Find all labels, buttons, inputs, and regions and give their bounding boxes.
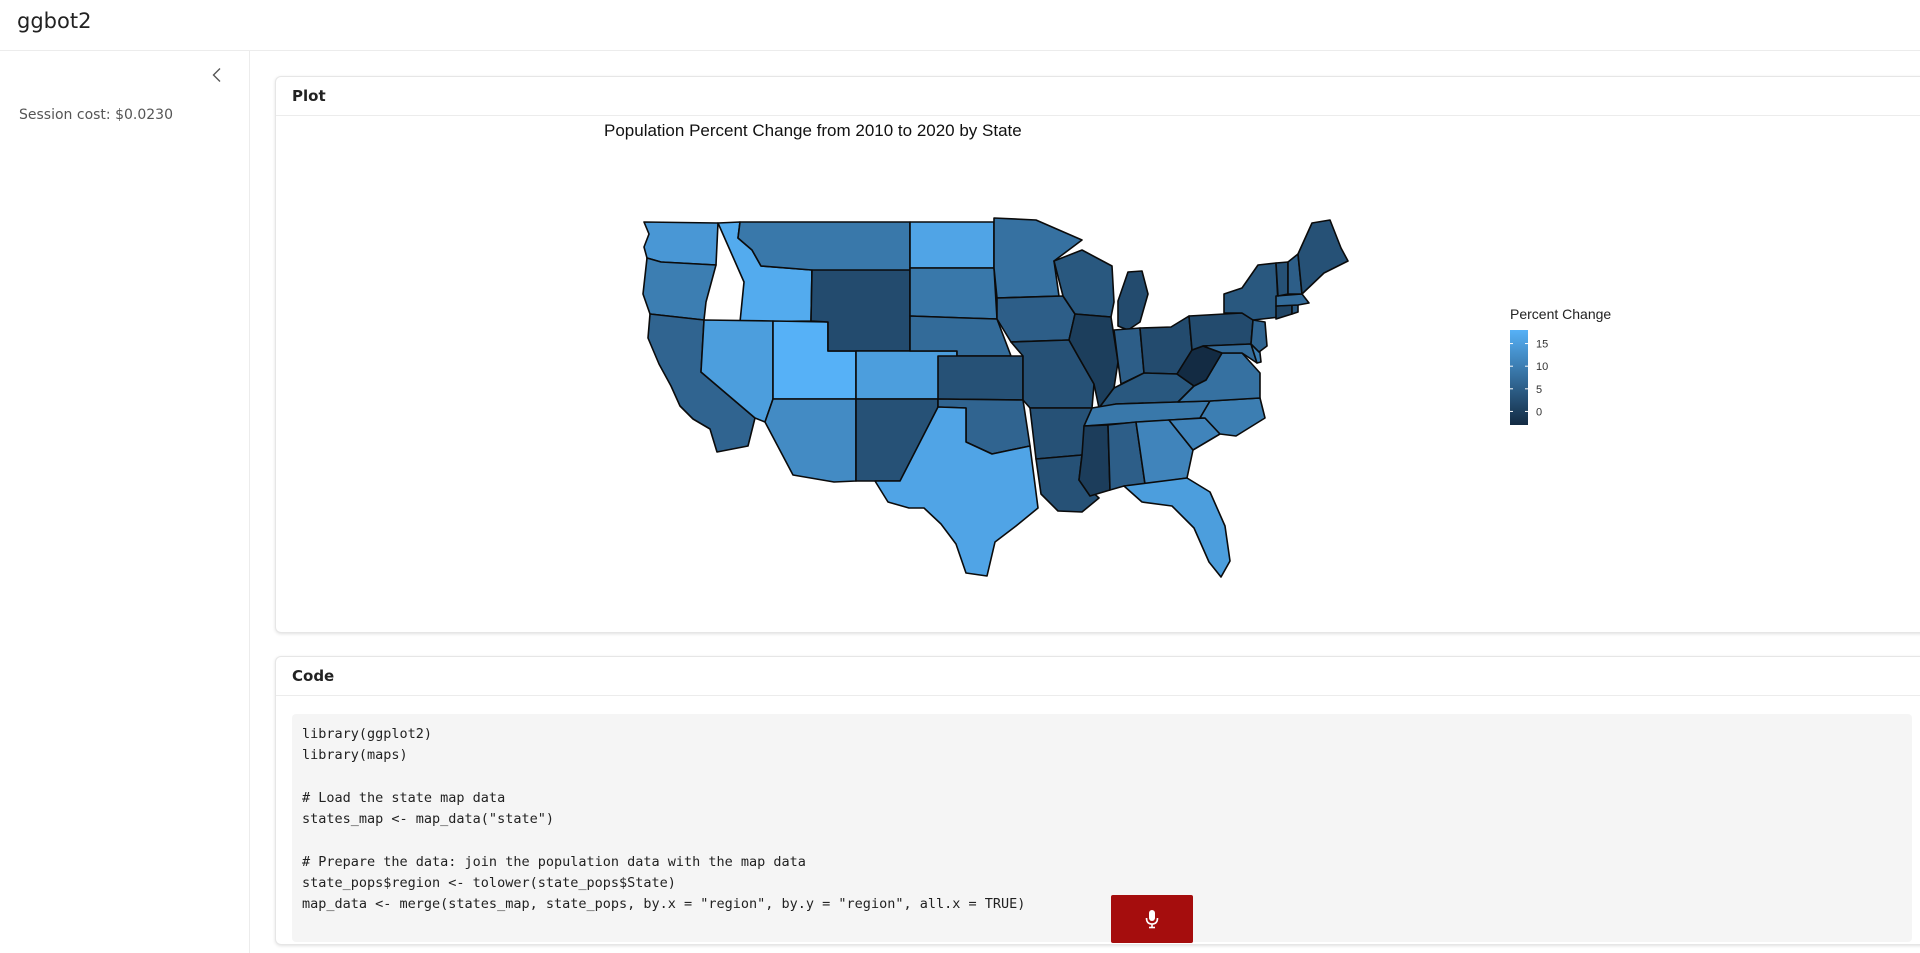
state-nebraska xyxy=(909,315,1012,357)
state-mississippi xyxy=(1078,424,1111,497)
top-bar: ggbot2 xyxy=(0,0,1920,51)
state-maine xyxy=(1297,219,1349,295)
code-line: # Load the state map data xyxy=(302,790,506,806)
state-new-jersey xyxy=(1250,319,1268,353)
session-cost: Session cost: $0.0230 xyxy=(19,107,173,123)
chart-title: Population Percent Change from 2010 to 2… xyxy=(604,121,1022,140)
legend-tick-label: 0 xyxy=(1536,406,1542,418)
state-north-dakota xyxy=(909,221,995,269)
plot-area: Population Percent Change from 2010 to 2… xyxy=(276,116,1920,631)
state-kansas xyxy=(937,355,1024,401)
code-card-header: Code xyxy=(276,657,1920,696)
state-arizona xyxy=(764,398,857,483)
code-line: library(maps) xyxy=(302,747,408,763)
plot-card-header: Plot xyxy=(276,77,1920,116)
sidebar: Session cost: $0.0230 xyxy=(0,51,250,953)
state-georgia xyxy=(1135,419,1194,485)
legend-tick-label: 5 xyxy=(1536,384,1542,396)
code-line: # Prepare the data: join the population … xyxy=(302,854,806,870)
code-line: state_pops$region <- tolower(state_pops$… xyxy=(302,875,676,891)
legend-tick-label: 15 xyxy=(1536,339,1548,351)
state-wisconsin xyxy=(1053,249,1115,318)
state-minnesota xyxy=(993,217,1083,299)
microphone-button[interactable] xyxy=(1111,895,1193,943)
state-michigan xyxy=(1117,270,1149,331)
state-connecticut xyxy=(1275,304,1293,320)
state-oregon xyxy=(642,257,717,321)
state-rhode-island xyxy=(1291,304,1299,315)
code-card: Code library(ggplot2) library(maps) # Lo… xyxy=(275,656,1920,945)
legend-colorbar xyxy=(1510,330,1528,425)
state-maryland xyxy=(1202,343,1258,364)
state-south-dakota xyxy=(909,267,998,320)
legend-tick-label: 10 xyxy=(1536,361,1548,373)
state-texas xyxy=(874,406,1039,577)
state-iowa xyxy=(996,295,1076,343)
state-washington xyxy=(643,221,719,266)
state-florida xyxy=(1123,477,1231,578)
plot-card: Plot Population Percent Change from 2010… xyxy=(275,76,1920,633)
legend-title: Percent Change xyxy=(1510,306,1611,322)
code-line: map_data <- merge(states_map, state_pops… xyxy=(302,896,1026,912)
code-block: library(ggplot2) library(maps) # Load th… xyxy=(292,714,1912,942)
state-new-york xyxy=(1223,262,1281,321)
code-line: states_map <- map_data("state") xyxy=(302,811,554,827)
microphone-icon xyxy=(1145,910,1159,929)
state-vermont xyxy=(1275,261,1289,297)
collapse-sidebar-button[interactable] xyxy=(208,65,226,85)
states-layer xyxy=(642,217,1349,578)
legend: Percent Change 15 10 5 0 xyxy=(1510,306,1611,425)
choropleth-map: Population Percent Change from 2010 to 2… xyxy=(604,121,1611,578)
code-line: library(ggplot2) xyxy=(302,726,433,742)
chevron-left-icon xyxy=(212,68,221,82)
app-title: ggbot2 xyxy=(17,9,92,33)
